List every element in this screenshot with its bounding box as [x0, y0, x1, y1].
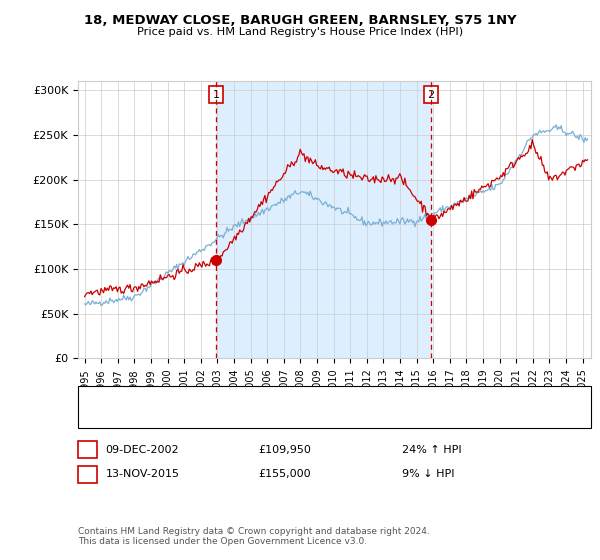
Text: 2: 2 — [84, 469, 91, 479]
Text: 09-DEC-2002: 09-DEC-2002 — [106, 445, 179, 455]
Text: 13-NOV-2015: 13-NOV-2015 — [106, 469, 179, 479]
Text: £155,000: £155,000 — [258, 469, 311, 479]
Text: £109,950: £109,950 — [258, 445, 311, 455]
Text: 24% ↑ HPI: 24% ↑ HPI — [402, 445, 461, 455]
Text: 1: 1 — [212, 90, 220, 100]
Text: 1: 1 — [84, 445, 91, 455]
Bar — [216, 81, 431, 358]
Text: Price paid vs. HM Land Registry's House Price Index (HPI): Price paid vs. HM Land Registry's House … — [137, 27, 463, 37]
Text: 9% ↓ HPI: 9% ↓ HPI — [402, 469, 455, 479]
Text: 18, MEDWAY CLOSE, BARUGH GREEN, BARNSLEY, S75 1NY: 18, MEDWAY CLOSE, BARUGH GREEN, BARNSLEY… — [83, 14, 517, 27]
Text: HPI: Average price, detached house, Barnsley: HPI: Average price, detached house, Barn… — [123, 412, 346, 422]
Text: 2: 2 — [428, 90, 434, 100]
Text: Contains HM Land Registry data © Crown copyright and database right 2024.
This d: Contains HM Land Registry data © Crown c… — [78, 526, 430, 546]
Text: 18, MEDWAY CLOSE, BARUGH GREEN, BARNSLEY, S75 1NY (detached house): 18, MEDWAY CLOSE, BARUGH GREEN, BARNSLEY… — [123, 393, 499, 403]
